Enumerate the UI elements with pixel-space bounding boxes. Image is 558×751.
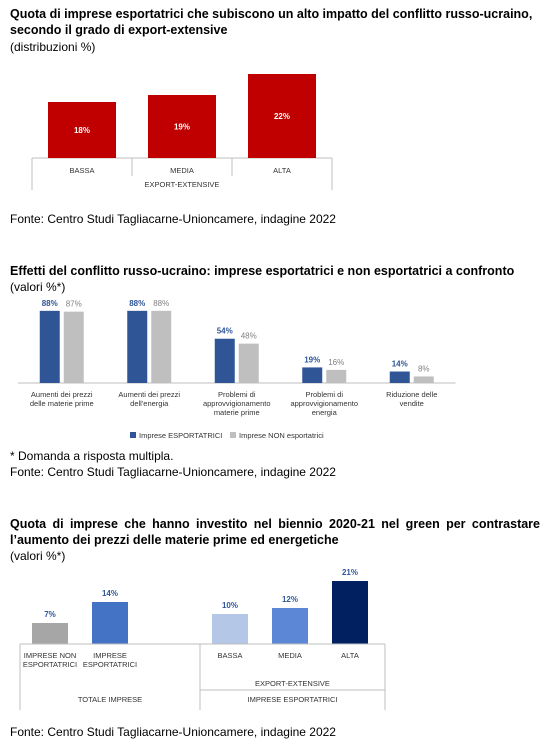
bar bbox=[389, 371, 410, 383]
value-label: 88% bbox=[129, 299, 145, 308]
bar bbox=[151, 310, 172, 383]
value-label: 21% bbox=[342, 568, 358, 577]
chart-title: Quota di imprese che hanno investito nel… bbox=[10, 517, 540, 547]
source: Fonte: Centro Studi Tagliacarne-Unioncam… bbox=[10, 465, 336, 479]
value-label: 19% bbox=[304, 355, 320, 364]
value-label: 16% bbox=[328, 358, 344, 367]
bar bbox=[272, 608, 308, 644]
legend-label: Imprese NON esportatrici bbox=[239, 431, 324, 440]
chart-title: Quota di imprese esportatrici che subisc… bbox=[10, 7, 533, 37]
chart-subtitle: (valori %*) bbox=[10, 280, 66, 294]
value-label: 12% bbox=[282, 595, 298, 604]
bar bbox=[238, 343, 259, 383]
x-tick-label: BASSA bbox=[217, 651, 243, 660]
chart-subtitle: (distribuzioni %) bbox=[10, 40, 96, 54]
value-label: 8% bbox=[418, 364, 430, 373]
x-tick-label: Aumenti dei prezzi delle materie prime bbox=[29, 390, 94, 408]
bar bbox=[32, 623, 68, 644]
source: Fonte: Centro Studi Tagliacarne-Unioncam… bbox=[10, 725, 336, 739]
x-tick-label: MEDIA bbox=[170, 166, 194, 175]
x-tick-label: ALTA bbox=[341, 651, 359, 660]
value-label: 7% bbox=[44, 610, 56, 619]
chart-subtitle: (valori %*) bbox=[10, 549, 66, 563]
group-label: IMPRESE ESPORTATRICI bbox=[247, 695, 338, 704]
group-axis-label: EXPORT-EXTENSIVE bbox=[255, 679, 330, 688]
legend-label: Imprese ESPORTATRICI bbox=[139, 431, 222, 440]
value-label: 14% bbox=[392, 360, 408, 369]
bar bbox=[302, 367, 323, 383]
value-label: 54% bbox=[217, 327, 233, 336]
bar bbox=[63, 311, 84, 383]
bar bbox=[48, 102, 116, 158]
value-label: 19% bbox=[174, 123, 190, 132]
x-tick-label: IMPRESE ESPORTATRICI bbox=[82, 651, 138, 669]
bar bbox=[92, 602, 128, 644]
value-label: 14% bbox=[102, 589, 118, 598]
value-label: 48% bbox=[241, 332, 257, 341]
value-label: 88% bbox=[42, 299, 58, 308]
value-label: 22% bbox=[274, 112, 290, 121]
bar bbox=[326, 369, 347, 383]
bar bbox=[212, 614, 248, 644]
x-tick-label: Problemi di approvvigionamento energia bbox=[290, 390, 359, 417]
bar bbox=[148, 95, 216, 158]
x-tick-label: MEDIA bbox=[278, 651, 302, 660]
group-label: TOTALE IMPRESE bbox=[77, 695, 143, 704]
x-tick-label: ALTA bbox=[273, 166, 291, 175]
source: Fonte: Centro Studi Tagliacarne-Unioncam… bbox=[10, 212, 336, 226]
value-label: 10% bbox=[222, 601, 238, 610]
chart-title: Effetti del conflitto russo-ucraino: imp… bbox=[10, 264, 515, 278]
x-tick-label: BASSA bbox=[69, 166, 95, 175]
x-tick-label: Aumenti dei prezzi dell'energia bbox=[118, 390, 181, 408]
legend-swatch bbox=[130, 432, 136, 438]
value-label: 18% bbox=[74, 126, 90, 135]
bar bbox=[127, 310, 148, 383]
value-label: 88% bbox=[153, 299, 169, 308]
bar bbox=[332, 581, 368, 644]
bar bbox=[39, 310, 60, 383]
bar bbox=[248, 74, 316, 158]
bar bbox=[214, 338, 235, 383]
legend-swatch bbox=[230, 432, 236, 438]
x-tick-label: Problemi di approvvigionamento materie p… bbox=[202, 390, 271, 417]
x-axis-label: EXPORT-EXTENSIVE bbox=[144, 180, 220, 189]
note: * Domanda a risposta multipla. bbox=[10, 449, 174, 463]
value-label: 87% bbox=[66, 300, 82, 309]
bar bbox=[413, 376, 434, 383]
x-tick-label: IMPRESE NON ESPORTATRICI bbox=[22, 651, 78, 669]
x-tick-label: Riduzione delle vendite bbox=[386, 390, 438, 408]
